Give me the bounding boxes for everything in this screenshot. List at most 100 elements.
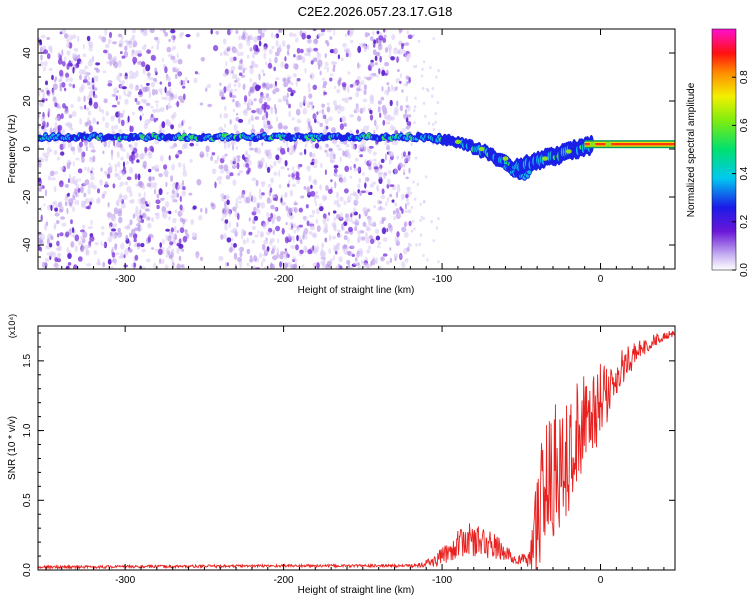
noise-dot [406,201,410,206]
noise-dot [148,86,151,92]
noise-dot [237,158,240,162]
noise-dot [39,39,42,45]
noise-dot [134,254,139,261]
noise-dot [57,156,61,161]
noise-dot [179,195,182,202]
noise-dot [200,207,203,213]
noise-dot [319,162,323,168]
noise-dot [308,214,314,218]
noise-dot [49,251,54,258]
noise-dot [156,43,160,51]
noise-dot [187,80,190,84]
noise-dot [65,231,70,238]
noise-dot [251,225,257,230]
stable-band-core [584,143,675,146]
noise-dot [232,179,237,186]
noise-dot [419,233,423,237]
noise-dot [233,48,238,53]
noise-dot [53,200,58,205]
noise-dot [117,117,121,124]
noise-dot [284,262,289,268]
noise-dot [263,249,269,256]
noise-dot [384,141,388,146]
noise-dot [169,92,174,98]
noise-dot [295,37,299,43]
noise-dot [388,170,392,175]
noise-dot [266,120,271,126]
noise-dot [349,114,355,118]
noise-dot [167,53,173,58]
noise-dot [388,150,392,157]
noise-dot [279,157,283,161]
noise-dot [284,63,289,70]
x-tick-label: -200 [274,575,294,586]
noise-dot [236,101,240,107]
noise-dot [151,88,156,96]
noise-dot [66,159,72,165]
noise-dot [396,186,401,193]
noise-dot [321,250,327,258]
noise-dot [342,245,347,250]
noise-dot [375,124,379,131]
noise-dot [403,113,408,119]
noise-dot [123,254,126,259]
noise-dot [138,192,142,198]
noise-dot [272,193,278,200]
noise-dot [239,51,244,57]
noise-dot [289,221,294,227]
noise-dot [122,171,125,177]
noise-dot [261,69,265,74]
noise-dot [189,142,194,147]
noise-dot [325,263,330,269]
noise-dot [124,45,128,52]
noise-dot [118,195,123,203]
noise-dot [149,115,155,122]
noise-dot [131,34,136,41]
noise-dot [261,142,264,146]
noise-dot [424,114,427,118]
noise-dot [102,261,106,268]
noise-dot [257,29,263,34]
noise-dot [172,143,176,149]
noise-dot [277,147,280,152]
noise-dot [326,102,330,106]
noise-dot [395,191,399,198]
noise-dot [404,210,408,214]
noise-dot [266,197,271,204]
noise-dot [321,262,326,269]
noise-dot [353,167,358,172]
noise-dot [310,100,314,107]
noise-dot [40,214,43,222]
noise-dot [109,165,113,172]
noise-dot [275,116,279,123]
noise-dot [247,167,251,173]
noise-dot [67,142,73,149]
noise-dot [404,42,410,46]
noise-dot [157,41,160,45]
noise-dot [324,169,327,176]
noise-dot [108,139,111,145]
noise-dot [268,148,272,156]
noise-dot [53,149,58,155]
noise-dot [392,210,396,215]
noise-dot [303,95,306,102]
noise-dot [125,234,129,241]
noise-dot [215,30,219,35]
noise-dot [404,109,408,114]
noise-dot [233,252,238,260]
noise-dot [139,209,142,217]
noise-dot [287,183,290,188]
noise-dot [218,255,224,262]
noise-dot [116,75,121,81]
noise-dot [253,215,259,221]
noise-dot [236,222,239,228]
noise-dot [332,100,337,106]
noise-dot [151,147,155,153]
noise-dot [341,82,347,88]
noise-dot [335,105,340,110]
noise-dot [100,167,103,172]
noise-dot [127,115,130,123]
noise-dot [85,146,88,152]
noise-dot [435,75,438,79]
noise-dot [336,203,341,208]
